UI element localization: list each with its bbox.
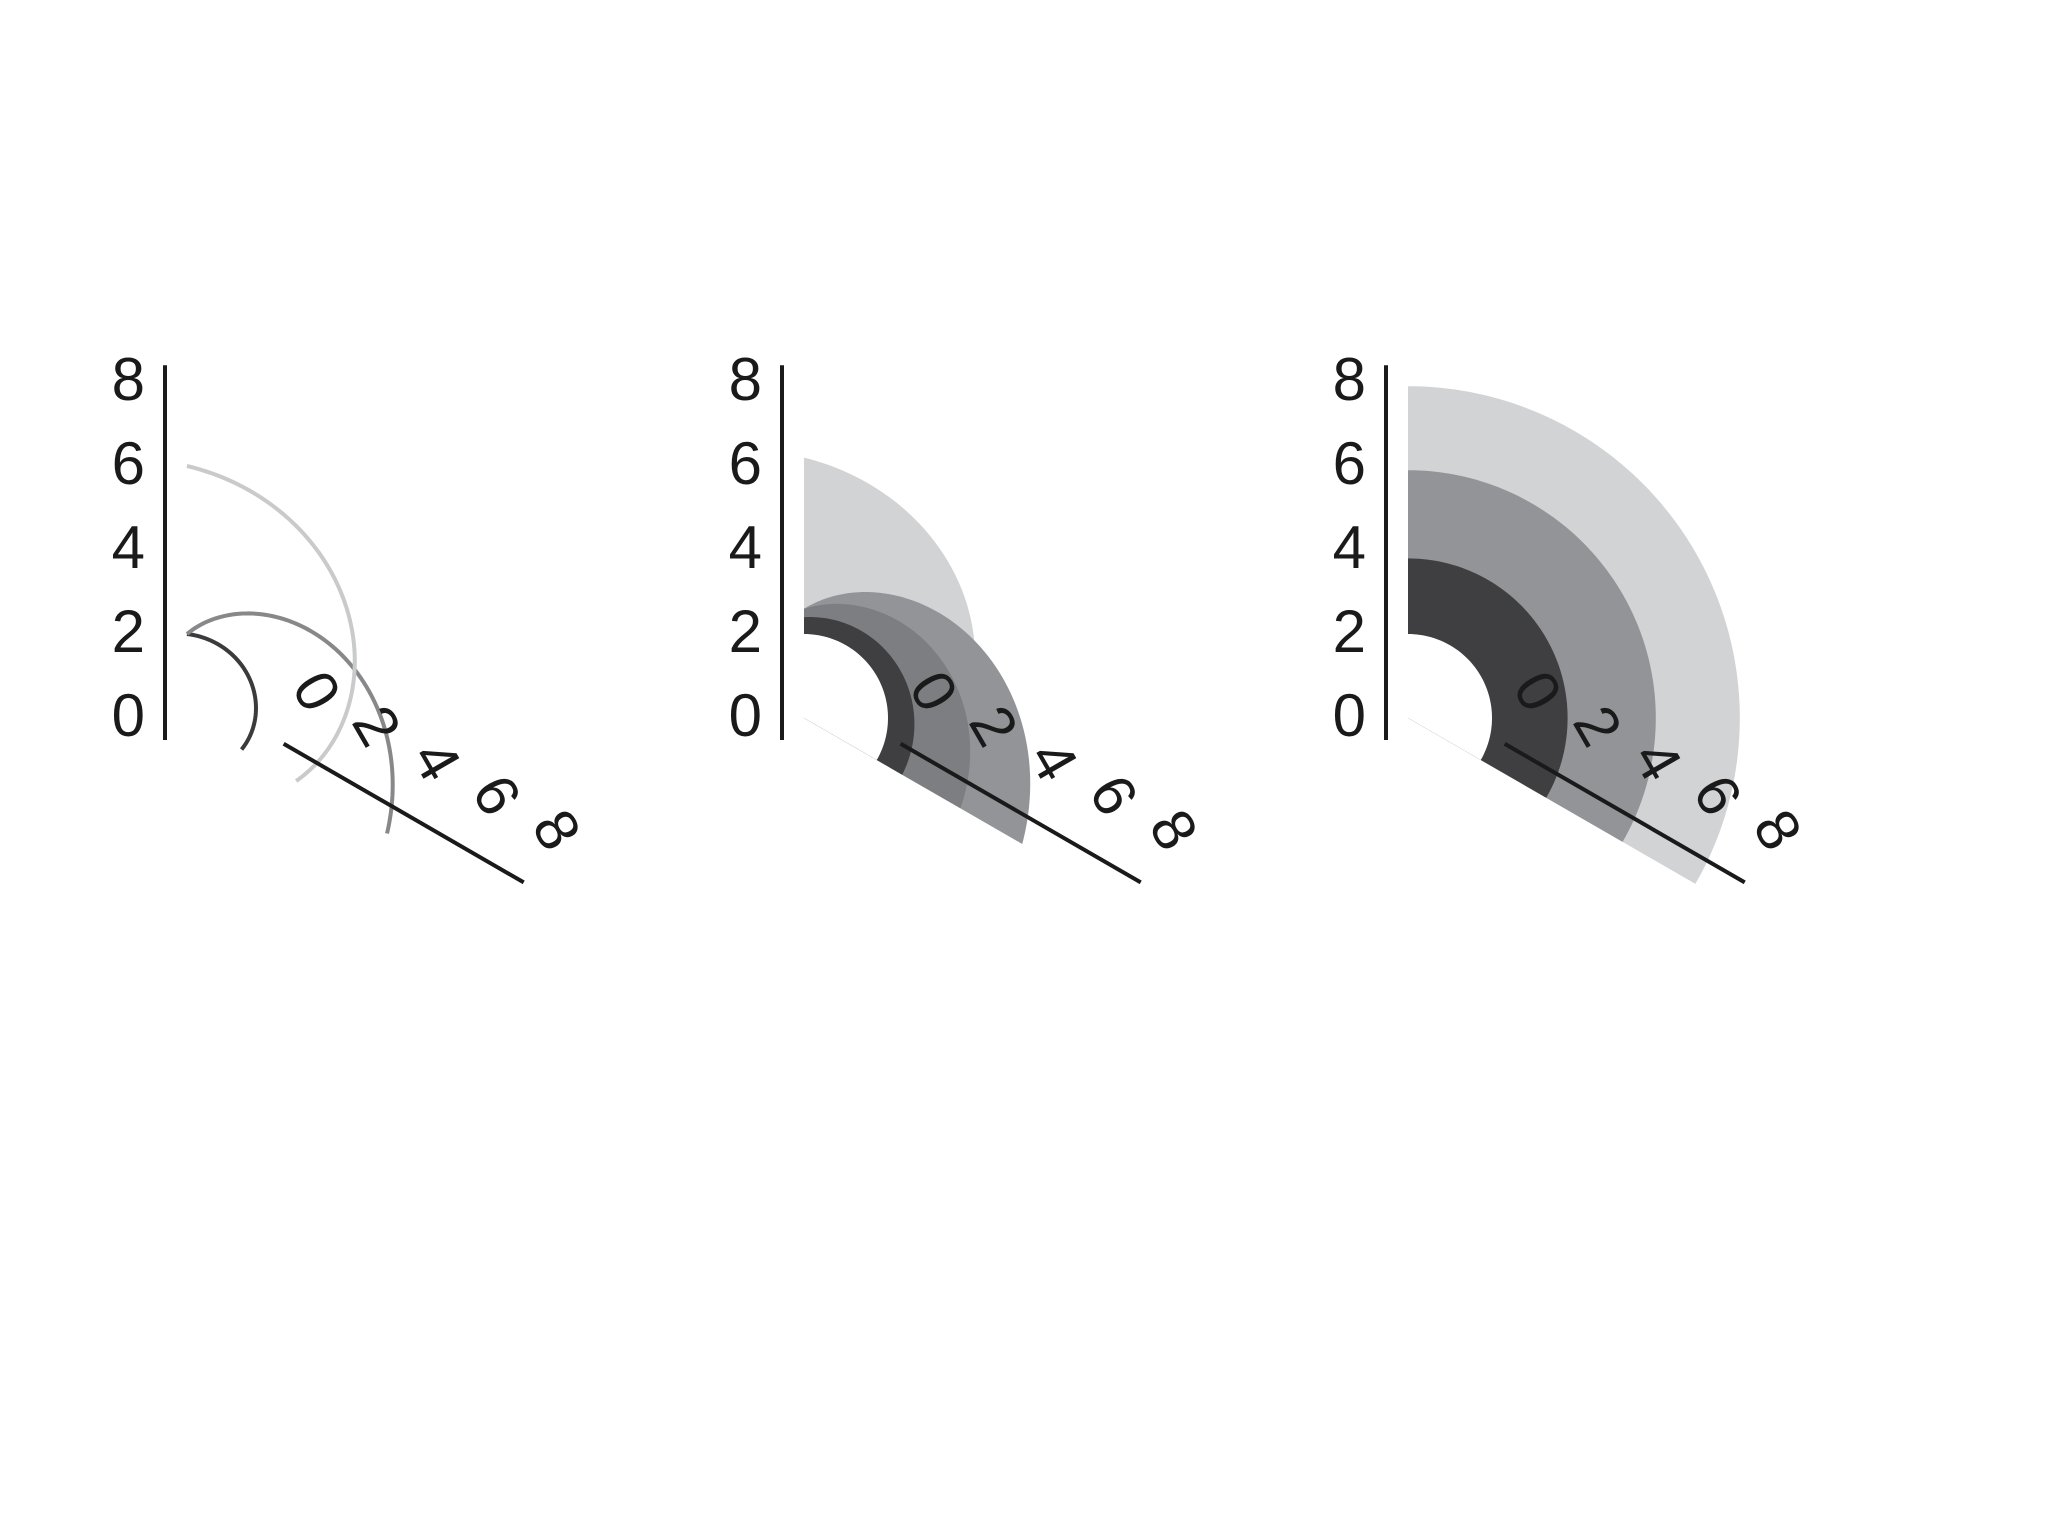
diagonal-axis-line [899, 742, 1142, 885]
vertical-axis-tick-label: 0 [729, 682, 762, 749]
vertical-axis-tick-label: 6 [729, 430, 762, 497]
diagonal-axis-tick-label: 8 [1136, 799, 1211, 861]
diagonal-axis-tick-label: 4 [399, 729, 474, 791]
inner-hole [804, 634, 888, 760]
diagonal-axis-tick-label: 8 [1740, 799, 1815, 861]
diagonal-axis-tick-label: 0 [279, 660, 354, 722]
vertical-axis-tick-label: 4 [112, 514, 145, 581]
vertical-axis-tick-label: 4 [729, 514, 762, 581]
diagonal-axis-line [1503, 742, 1746, 885]
vertical-axis-tick-label: 2 [729, 598, 762, 665]
vertical-axis-tick-label: 2 [112, 598, 145, 665]
vertical-axis-tick-label: 8 [112, 346, 145, 413]
diagonal-axis-tick-label: 8 [519, 799, 594, 861]
vertical-axis-tick-label: 6 [1333, 430, 1366, 497]
series-arc-1 [185, 611, 395, 834]
diagonal-axis-tick-label: 6 [459, 764, 534, 826]
vertical-axis-tick-label: 8 [1333, 346, 1366, 413]
series-arc-2 [186, 464, 357, 783]
diagonal-axis-line [282, 742, 525, 885]
diagonal-axis-tick-label: 6 [1076, 764, 1151, 826]
vertical-axis-tick-label: 0 [1333, 682, 1366, 749]
vertical-axis-tick-label: 8 [729, 346, 762, 413]
series-arc-0 [186, 632, 258, 751]
vertical-axis-tick-label: 2 [1333, 598, 1366, 665]
vertical-axis-tick-label: 0 [112, 682, 145, 749]
inner-hole [1408, 634, 1492, 760]
vertical-axis-tick-label: 4 [1333, 514, 1366, 581]
vertical-axis-tick-label: 6 [112, 430, 145, 497]
